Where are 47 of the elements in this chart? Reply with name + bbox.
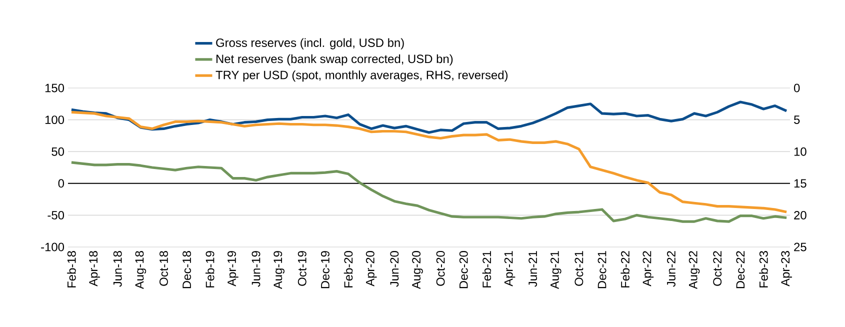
x-tick-label: Aug-21 (550, 251, 562, 290)
y-tick-label: 0 (58, 179, 64, 188)
y2-tick-label: 15 (794, 179, 806, 188)
x-tick-label: Feb-22 (620, 251, 630, 288)
x-tick-label: Aug-22 (688, 251, 700, 290)
x-tick-label: Dec-20 (459, 250, 468, 288)
x-tick-label: Jun-19 (252, 251, 260, 287)
x-tick-label: Oct-22 (713, 251, 722, 286)
y2-tick-label: 5 (794, 116, 800, 124)
x-tick-label: Feb-23 (759, 251, 768, 288)
x-tick-label: Apr-18 (89, 251, 100, 286)
x-tick-label: Oct-19 (298, 251, 306, 286)
x-tick-label: Dec-19 (320, 251, 330, 288)
x-tick-label: Jun-20 (390, 250, 399, 287)
legend-label: TRY per USD (spot, monthly averages, RHS, reversed) (216, 70, 508, 82)
x-tick-label: Jun-22 (666, 251, 676, 287)
x-tick-label: Apr-21 (504, 251, 516, 286)
x-tick-label: Jun-18 (113, 251, 122, 287)
x-tick-label: Feb-19 (205, 251, 214, 288)
x-tick-label: Oct-21 (574, 251, 584, 286)
x-tick-label: Feb-18 (67, 251, 76, 288)
x-tick-label: Oct-18 (160, 251, 168, 286)
y2-tick-label: 20 (794, 210, 806, 220)
y-tick-label: 100 (45, 116, 64, 124)
legend-label: Net reserves (bank swap corrected, USD bn) (216, 54, 453, 66)
x-tick-label: Aug-20 (412, 250, 423, 290)
x-tick-label: Aug-19 (274, 251, 284, 290)
x-tick-label: Jun-21 (528, 251, 538, 287)
x-tick-label: Dec-21 (598, 251, 606, 288)
x-tick-label: Apr-20 (366, 250, 377, 286)
legend-label: Gross reserves (incl. gold, USD bn) (216, 38, 404, 50)
y-tick-label: 150 (45, 84, 64, 92)
x-tick-label: Apr-22 (642, 251, 654, 286)
y2-tick-label: 25 (794, 242, 806, 252)
x-tick-label: Aug-18 (135, 251, 146, 290)
y-tick-label: -100 (41, 242, 64, 252)
x-tick-label: Dec-22 (736, 251, 745, 288)
x-tick-label: Feb-21 (482, 251, 492, 288)
y-tick-label: -50 (48, 210, 64, 220)
x-tick-label: Apr-23 (781, 251, 792, 286)
x-tick-label: Apr-19 (228, 251, 238, 286)
x-tick-label: Dec-18 (182, 251, 192, 288)
y2-tick-label: 10 (794, 147, 806, 156)
x-tick-label: Feb-20 (344, 250, 353, 288)
x-tick-label: Oct-20 (436, 250, 445, 286)
y2-tick-label: 0 (794, 84, 800, 92)
y-tick-label: 50 (52, 147, 64, 156)
